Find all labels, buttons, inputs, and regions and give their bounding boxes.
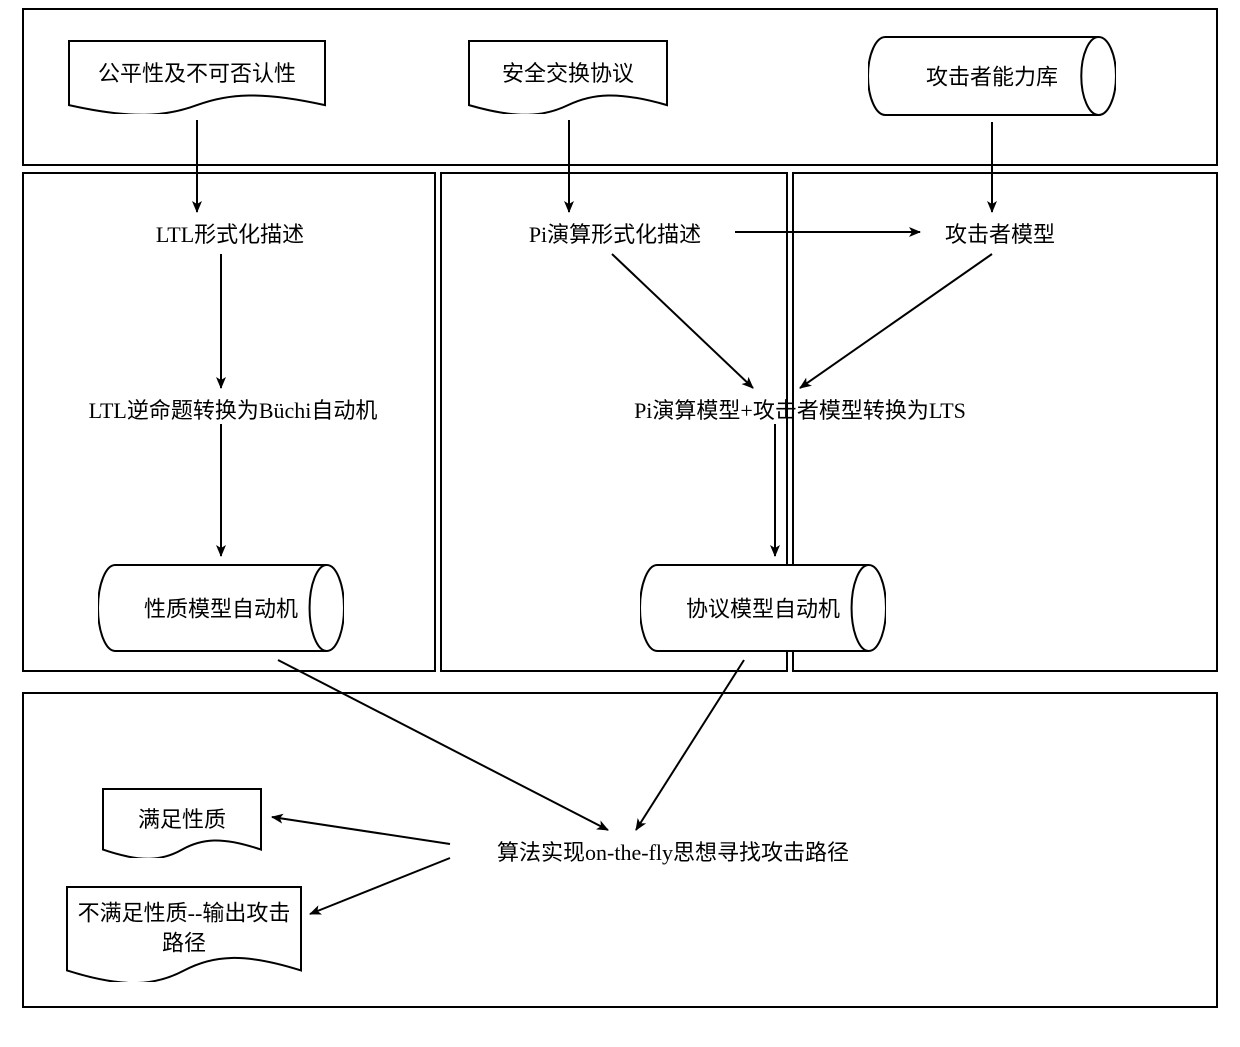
- text-ltl-desc: LTL形式化描述: [120, 220, 340, 250]
- cyl-proto-auto-label: 协议模型自动机: [640, 595, 886, 625]
- text-pi-lts: Pi演算模型+攻击者模型转换为LTS: [590, 396, 1010, 426]
- cyl-attacker-lib-label: 攻击者能力库: [868, 63, 1116, 93]
- doc-unsatisfy-label: 不满足性质--输出攻击路径: [66, 898, 302, 957]
- doc-fairness: 公平性及不可否认性: [68, 40, 326, 114]
- doc-protocol: 安全交换协议: [468, 40, 668, 114]
- cyl-proto-auto: 协议模型自动机: [640, 564, 886, 652]
- diagram-canvas: 公平性及不可否认性 安全交换协议 满足性质 不满足性质--输出攻击路径 攻击者能…: [0, 0, 1240, 1047]
- text-algo: 算法实现on-the-fly思想寻找攻击路径: [458, 838, 888, 868]
- text-attacker: 攻击者模型: [930, 220, 1070, 250]
- text-pi-desc: Pi演算形式化描述: [500, 220, 730, 250]
- cyl-prop-auto: 性质模型自动机: [98, 564, 344, 652]
- cyl-prop-auto-label: 性质模型自动机: [98, 595, 344, 625]
- text-ltl-buchi: LTL逆命题转换为Büchi自动机: [48, 396, 418, 426]
- cyl-attacker-lib: 攻击者能力库: [868, 36, 1116, 116]
- doc-satisfy: 满足性质: [102, 788, 262, 858]
- doc-satisfy-label: 满足性质: [102, 805, 262, 835]
- doc-protocol-label: 安全交换协议: [468, 59, 668, 89]
- doc-fairness-label: 公平性及不可否认性: [68, 59, 326, 89]
- doc-unsatisfy: 不满足性质--输出攻击路径: [66, 886, 302, 982]
